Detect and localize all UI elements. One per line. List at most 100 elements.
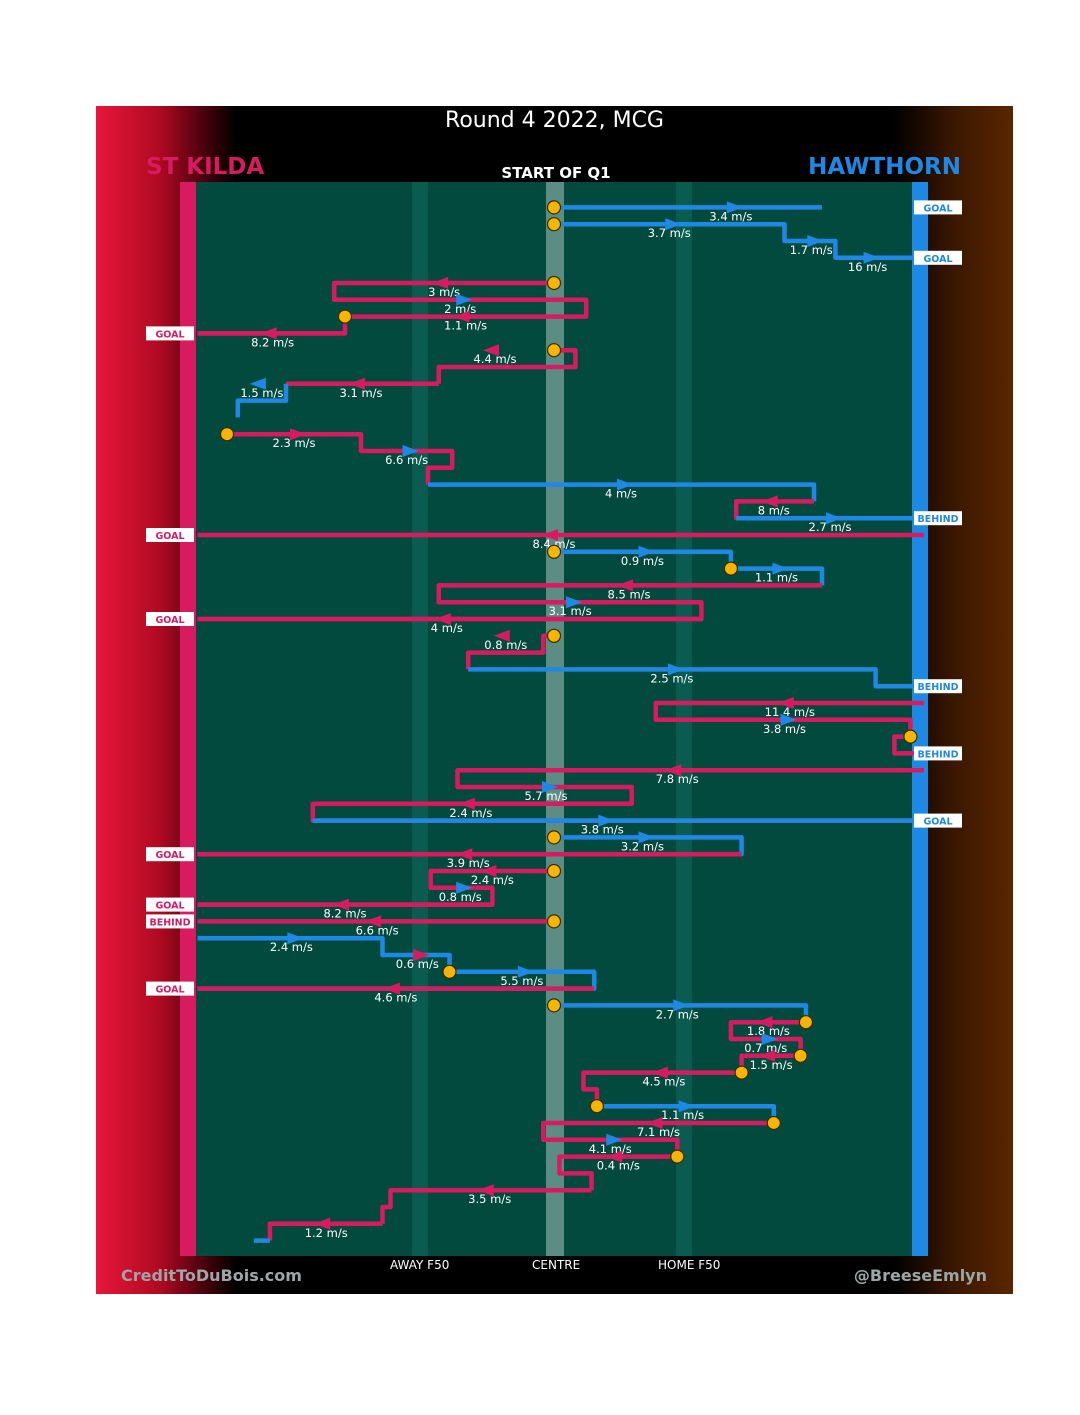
- speed-label-5: 2 m/s: [444, 302, 476, 316]
- chain-arrow-39: [517, 965, 534, 978]
- chain-arrow-8: [483, 344, 500, 357]
- speed-label-21: 4 m/s: [431, 621, 463, 635]
- speed-label-14: 8 m/s: [758, 503, 790, 517]
- away-goal-line: [912, 182, 928, 1256]
- chain-arrow-49: [606, 1150, 623, 1163]
- speed-label-47: 7.1 m/s: [637, 1125, 680, 1139]
- speed-label-7: 8.2 m/s: [251, 335, 294, 349]
- result-badge-0: [914, 200, 962, 215]
- speed-label-3: 16 m/s: [848, 260, 887, 274]
- speed-label-12: 6.6 m/s: [385, 453, 428, 467]
- speed-label-24: 11.4 m/s: [765, 705, 815, 719]
- result-label-40: GOAL: [155, 985, 184, 996]
- speed-label-44: 1.5 m/s: [750, 1058, 793, 1072]
- axis-label-centre: CENTRE: [532, 1258, 581, 1272]
- speed-label-20: 3.1 m/s: [549, 604, 592, 618]
- result-badge-16: [146, 528, 194, 542]
- start-marker-33: [546, 863, 562, 879]
- centre-lane: [546, 182, 564, 1256]
- chain-arrow-29: [458, 797, 475, 810]
- result-label-32: GOAL: [155, 850, 184, 861]
- speed-label-18: 1.1 m/s: [755, 571, 798, 585]
- speed-label-1: 3.7 m/s: [648, 226, 691, 240]
- speed-label-0: 3.4 m/s: [709, 209, 752, 223]
- speed-label-11: 2.3 m/s: [273, 436, 316, 450]
- chain-arrow-37: [287, 932, 304, 945]
- speed-label-42: 1.8 m/s: [747, 1024, 790, 1038]
- result-badge-36: [146, 914, 194, 929]
- start-marker-44: [793, 1048, 808, 1063]
- chain-path-50: [380, 1187, 592, 1224]
- result-label-0: GOAL: [923, 203, 952, 214]
- chain-arrow-3: [863, 251, 880, 264]
- chain-path-37: [197, 935, 597, 991]
- start-marker-39: [442, 964, 457, 979]
- chart-title: Round 4 2022, MCG: [445, 108, 664, 133]
- chain-arrow-5: [456, 293, 473, 306]
- chain-arrow-12: [402, 445, 419, 457]
- speed-label-6: 1.1 m/s: [444, 319, 487, 333]
- speed-label-10: 1.5 m/s: [240, 386, 283, 400]
- speed-label-28: 5.7 m/s: [524, 789, 567, 803]
- result-label-15: BEHIND: [917, 514, 958, 525]
- chain-arrow-51: [314, 1217, 331, 1230]
- chain-arrow-0: [726, 201, 743, 214]
- speed-label-19: 8.5 m/s: [608, 587, 651, 601]
- chain-arrow-28: [541, 781, 558, 793]
- chain-arrow-30: [598, 814, 615, 827]
- result-badge-40: [146, 981, 194, 996]
- chain-arrow-25: [780, 713, 797, 726]
- chain-path-27: [310, 767, 924, 823]
- chart-subtitle: START OF Q1: [501, 164, 611, 182]
- chain-path-8: [436, 347, 578, 384]
- start-marker-26: [903, 729, 918, 744]
- start-marker-1: [546, 217, 562, 232]
- speed-label-46: 1.1 m/s: [661, 1108, 704, 1122]
- chain-arrow-47: [646, 1117, 663, 1129]
- speed-label-33: 2.4 m/s: [471, 873, 514, 887]
- chain-arrow-18: [772, 562, 789, 575]
- chain-arrow-42: [756, 1016, 773, 1029]
- speed-label-37: 2.4 m/s: [270, 940, 313, 954]
- chain-arrow-14: [761, 495, 778, 508]
- chain-arrow-10: [249, 377, 266, 390]
- axis-label-home-f50: HOME F50: [658, 1258, 721, 1272]
- chain-path-22: [465, 633, 554, 670]
- speed-label-13: 4 m/s: [605, 487, 637, 501]
- chain-arrow-9: [349, 377, 366, 390]
- chain-arrow-1: [665, 218, 682, 231]
- speed-label-43: 0.7 m/s: [744, 1041, 787, 1055]
- result-badge-7: [146, 326, 194, 341]
- start-marker-6: [337, 309, 353, 324]
- result-badge-23: [914, 679, 962, 694]
- speed-label-4: 3 m/s: [428, 285, 460, 299]
- chain-arrow-22: [493, 629, 510, 642]
- result-label-26: BEHIND: [917, 749, 958, 760]
- chain-arrow-33: [480, 865, 497, 877]
- result-label-30: GOAL: [923, 817, 952, 828]
- chain-arrow-7: [260, 327, 277, 340]
- speed-label-23: 2.5 m/s: [650, 671, 693, 685]
- speed-label-8: 4.4 m/s: [474, 352, 517, 366]
- away-f50-lane: [412, 182, 428, 1256]
- chart-frame: 3.4 m/s GOAL 3.7 m/s 1.7 m/s 16 m/s GOAL 3 m/s…: [96, 106, 1013, 1294]
- chain-arrow-41: [673, 999, 690, 1012]
- chain-arrow-19: [617, 579, 634, 592]
- speed-label-31: 3.2 m/s: [621, 839, 664, 853]
- speed-label-25: 3.8 m/s: [763, 722, 806, 736]
- chain-arrow-48: [606, 1133, 623, 1146]
- chain-arrow-46: [678, 1100, 695, 1113]
- chain-path-26: [892, 734, 924, 756]
- result-badge-26: [914, 746, 962, 761]
- chain-arrow-34: [456, 881, 473, 894]
- chain-arrow-45: [651, 1066, 668, 1079]
- speed-label-41: 2.7 m/s: [656, 1007, 699, 1021]
- result-label-21: GOAL: [155, 615, 184, 626]
- start-marker-47: [766, 1115, 781, 1131]
- result-label-23: BEHIND: [917, 682, 958, 693]
- chain-path-51: [267, 1221, 383, 1241]
- result-badge-3: [914, 250, 962, 265]
- start-marker-41: [546, 998, 562, 1013]
- credit-left: CreditToDuBois.com: [121, 1266, 302, 1285]
- speed-label-27: 7.8 m/s: [656, 772, 699, 786]
